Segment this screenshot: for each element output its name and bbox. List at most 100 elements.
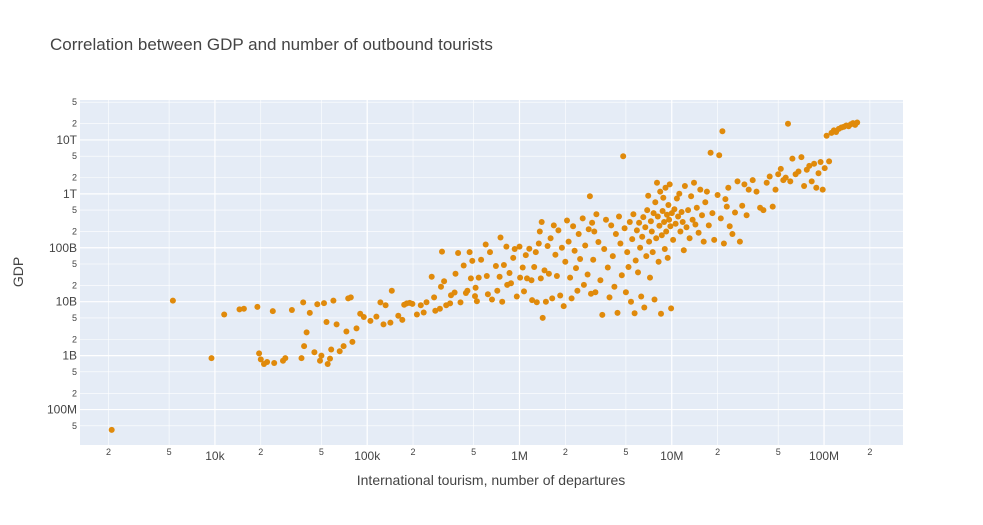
data-point	[689, 216, 696, 223]
data-point	[475, 274, 482, 281]
data-point	[611, 283, 618, 290]
data-point	[582, 242, 589, 249]
y-tick-label: 5	[72, 205, 77, 215]
data-point	[564, 217, 570, 224]
data-point	[529, 297, 536, 304]
y-tick-label: 2	[72, 334, 77, 344]
data-point	[631, 310, 638, 317]
data-point	[782, 174, 789, 181]
data-point	[589, 219, 596, 226]
data-point	[330, 297, 337, 304]
data-point	[314, 301, 321, 308]
y-tick-label: 5	[72, 259, 77, 269]
data-point	[570, 223, 577, 230]
data-point	[705, 222, 712, 229]
data-point	[257, 356, 264, 363]
data-point	[661, 219, 668, 225]
data-point	[469, 257, 476, 264]
data-point	[388, 287, 395, 294]
data-point	[609, 253, 616, 260]
data-point	[707, 149, 714, 156]
data-point	[709, 210, 716, 217]
data-point	[678, 209, 685, 215]
data-point	[318, 352, 325, 359]
data-point	[673, 195, 680, 202]
data-point	[537, 275, 544, 282]
data-point	[240, 305, 247, 312]
data-point	[719, 128, 726, 135]
y-axis-ticks: 5 100M 2 5 1B 2 5 10B 2 5 100B 2 5 1T 2 5 10T 2 5	[47, 97, 78, 431]
chart-title: Correlation between GDP and number of ou…	[50, 35, 493, 54]
data-point	[367, 317, 374, 324]
data-point	[603, 216, 609, 223]
data-point	[676, 190, 683, 197]
data-point	[636, 219, 643, 226]
data-point	[638, 293, 645, 300]
data-point	[633, 227, 640, 234]
data-point	[703, 188, 710, 195]
data-point	[455, 250, 462, 256]
data-point	[575, 231, 582, 237]
data-point	[413, 311, 420, 318]
y-tick-label: 10B	[56, 295, 77, 309]
data-point	[494, 287, 501, 294]
data-point	[169, 297, 176, 304]
data-point	[558, 244, 565, 251]
data-point	[395, 312, 402, 319]
data-point	[323, 319, 330, 325]
data-point	[545, 270, 552, 277]
data-point	[655, 258, 662, 265]
data-point	[500, 262, 507, 268]
y-tick-label: 5	[72, 313, 77, 323]
x-tick-label: 5	[167, 447, 172, 457]
data-point	[482, 241, 489, 248]
data-point	[729, 231, 736, 237]
data-point	[373, 313, 380, 320]
data-point	[547, 235, 554, 242]
data-point	[328, 346, 335, 353]
data-point	[639, 233, 646, 240]
data-point	[539, 314, 546, 321]
data-point	[541, 267, 548, 274]
data-point	[635, 269, 641, 276]
data-point	[641, 304, 648, 311]
data-point	[487, 249, 493, 256]
data-point	[749, 177, 756, 184]
y-tick-label: 1B	[62, 349, 77, 363]
x-tick-label: 100M	[809, 449, 839, 463]
data-point	[336, 348, 343, 355]
data-point	[787, 178, 794, 185]
data-point	[616, 213, 622, 220]
data-point	[108, 426, 115, 433]
y-tick-label: 100B	[49, 241, 77, 255]
y-tick-label: 5	[72, 367, 77, 377]
x-tick-label: 5	[776, 447, 781, 457]
data-point	[753, 188, 760, 195]
y-tick-label: 1T	[63, 187, 78, 201]
data-point	[423, 299, 430, 306]
data-point	[333, 321, 340, 328]
data-point	[343, 328, 350, 335]
data-point	[632, 257, 639, 264]
x-tick-label: 1M	[511, 449, 528, 463]
data-point	[282, 355, 289, 362]
data-point	[826, 158, 833, 165]
data-point	[772, 186, 779, 193]
data-point	[725, 184, 732, 191]
data-point	[621, 225, 628, 232]
data-point	[577, 256, 584, 262]
data-point	[662, 184, 669, 191]
data-point	[510, 254, 517, 261]
data-point	[489, 296, 495, 303]
data-point	[473, 298, 480, 305]
data-point	[221, 311, 228, 318]
data-point	[667, 223, 674, 230]
data-point	[763, 179, 770, 186]
data-point	[519, 264, 526, 271]
data-point	[817, 159, 824, 165]
data-point	[664, 254, 671, 261]
data-point	[808, 178, 815, 185]
data-point	[264, 359, 271, 365]
x-axis-title: International tourism, number of departu…	[357, 472, 625, 488]
